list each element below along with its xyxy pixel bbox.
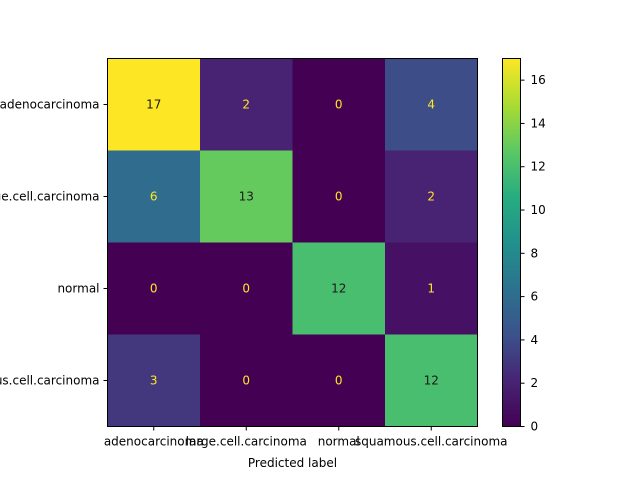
plot-frame	[107, 58, 478, 427]
heatmap-cell	[107, 58, 201, 151]
colorbar-tick-label: 10	[531, 203, 546, 217]
cell-value-label: 6	[150, 190, 158, 204]
colorbar-tick-label: 6	[531, 290, 539, 304]
cell-value-label: 13	[239, 190, 254, 204]
y-tick-label: normal	[57, 282, 99, 296]
x-tick-label: adenocarcinoma	[104, 435, 204, 449]
colorbar-tick-label: 4	[531, 333, 539, 347]
cell-value-label: 0	[335, 374, 343, 388]
y-tick-label: large.cell.carcinoma	[0, 190, 100, 204]
colorbar	[502, 58, 521, 427]
cell-value-label: 0	[335, 190, 343, 204]
colorbar-tick-label: 0	[531, 420, 539, 434]
cell-value-label: 12	[331, 282, 346, 296]
cell-value-label: 3	[150, 374, 158, 388]
heatmap-cell	[107, 150, 201, 243]
colorbar-tick-label: 16	[531, 73, 546, 87]
x-tick-label: large.cell.carcinoma	[186, 435, 307, 449]
cell-value-label: 2	[427, 190, 435, 204]
heatmap-cell	[107, 334, 201, 427]
heatmap-cell	[385, 150, 478, 243]
y-axis: adenocarcinoma large.cell.carcinoma normal…	[0, 98, 108, 388]
cell-value-label: 12	[424, 374, 439, 388]
x-axis-label: Predicted label	[248, 456, 337, 470]
heatmap-cell	[107, 242, 201, 335]
cell-value-label: 17	[146, 98, 161, 112]
colorbar-tick-label: 12	[531, 160, 546, 174]
heatmap-cell	[385, 334, 478, 427]
cell-value-label: 0	[335, 98, 343, 112]
heatmap-cell	[200, 334, 293, 427]
cell-value-label: 1	[427, 282, 435, 296]
heatmap-cell	[292, 58, 386, 151]
cell-value-label: 4	[427, 98, 435, 112]
colorbar-tick-label: 14	[531, 116, 546, 130]
cell-value-label: 0	[242, 374, 250, 388]
heatmap-cell	[200, 58, 293, 151]
heatmap-cell	[292, 150, 386, 243]
heatmap-cell	[200, 242, 293, 335]
heatmap-cell	[200, 150, 293, 243]
cell-value-label: 2	[242, 98, 250, 112]
x-tick-label: normal	[318, 435, 360, 449]
heatmap-cell	[292, 242, 386, 335]
heatmap-cell	[385, 242, 478, 335]
x-tick-label: squamous.cell.carcinoma	[355, 435, 508, 449]
colorbar-tick-label: 2	[531, 376, 539, 390]
heatmap-cell	[385, 58, 478, 151]
heatmap-cells	[107, 58, 478, 427]
heatmap-cell	[292, 334, 386, 427]
cell-value-label: 0	[150, 282, 158, 296]
y-tick-label: squamous.cell.carcinoma	[0, 374, 100, 388]
colorbar-tick-label: 8	[531, 246, 539, 260]
colorbar-axis: 0 2 4 6 8 10 12 14 16	[520, 73, 546, 434]
y-tick-label: adenocarcinoma	[0, 98, 100, 112]
heatmap-cell-labels: 17 2 0 46 13 0 20 0 12 13 0 0 12	[146, 98, 439, 388]
cell-value-label: 0	[242, 282, 250, 296]
